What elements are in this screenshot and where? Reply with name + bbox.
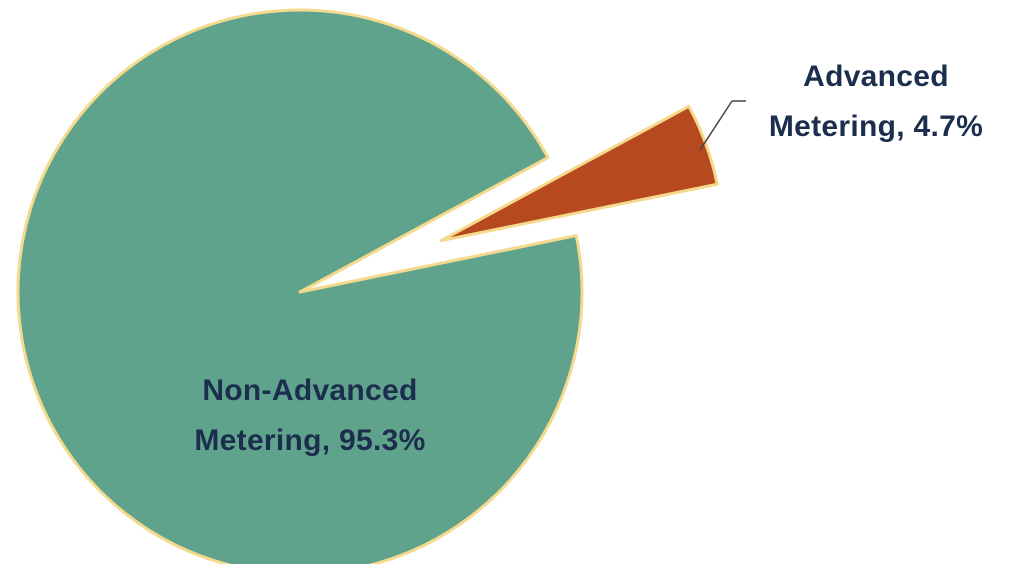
advanced-label-line2: Metering, 4.7%: [769, 110, 983, 143]
pie-slices: [16, 8, 719, 564]
non-advanced-label-line2: Metering, 95.3%: [194, 424, 425, 457]
pie-slice-non-advanced: [16, 8, 584, 564]
advanced-label-line1: Advanced: [803, 60, 949, 93]
pie-slice-advanced: [439, 104, 719, 243]
advanced-leader-line: [699, 100, 733, 151]
non-advanced-label-line1: Non-Advanced: [202, 374, 417, 407]
